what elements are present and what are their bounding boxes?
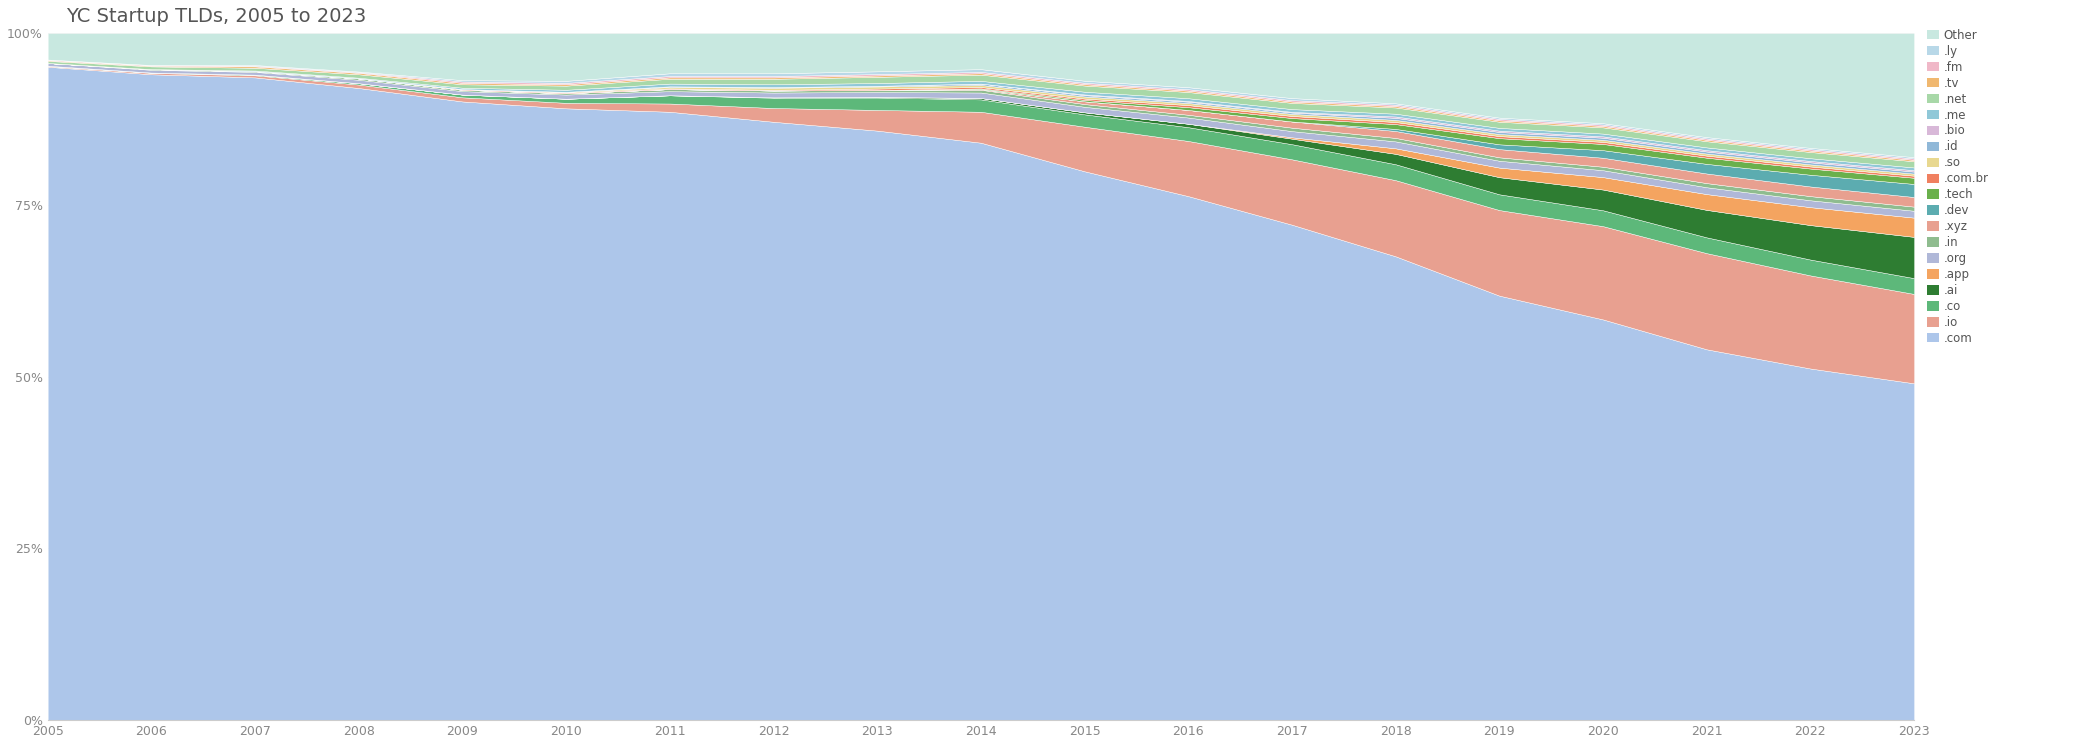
- Text: YC Startup TLDs, 2005 to 2023: YC Startup TLDs, 2005 to 2023: [67, 7, 366, 26]
- Legend: Other, .ly, .fm, .tv, .net, .me, .bio, .id, .so, .com.br, .tech, .dev, .xyz, .in: Other, .ly, .fm, .tv, .net, .me, .bio, .…: [1923, 25, 1993, 349]
